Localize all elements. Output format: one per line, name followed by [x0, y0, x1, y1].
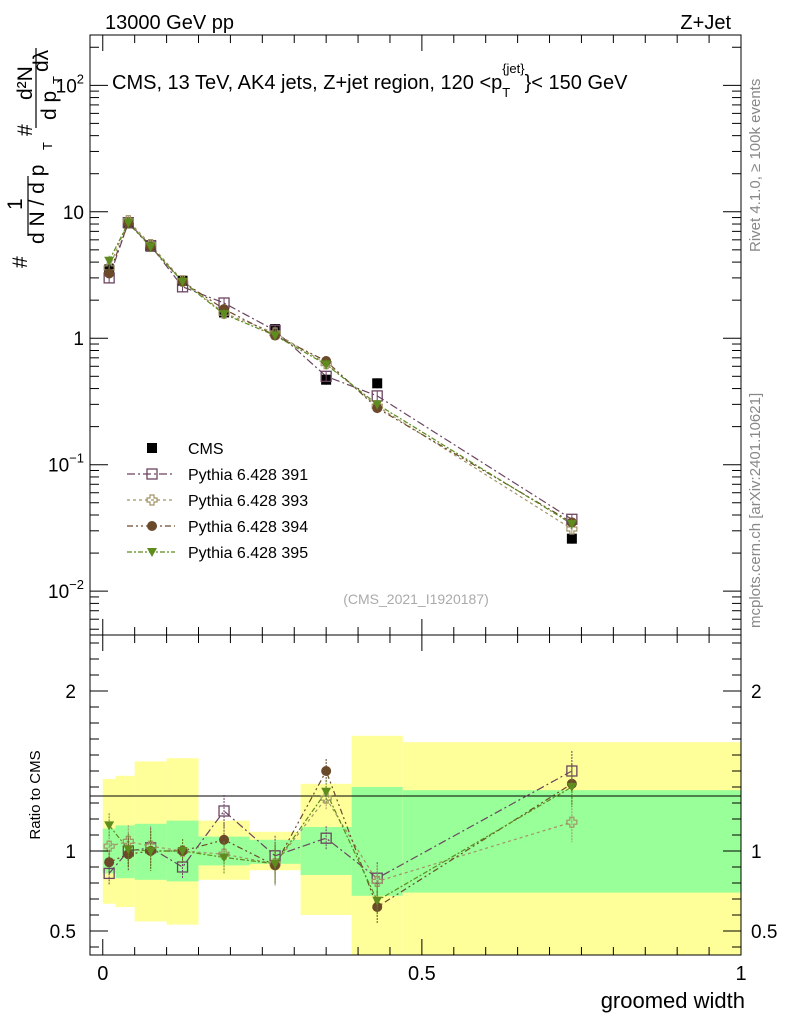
top-y-tick-label-1: 10−1	[48, 451, 84, 477]
ratio-point-pythia-6-428-395-1	[123, 845, 134, 855]
legend-marker-pythia-6-428-391	[146, 468, 158, 480]
top-point-pythia-6-428-395-3	[177, 277, 188, 287]
ratio-point-pythia-6-428-395-8	[566, 783, 577, 792]
legend-marker-pythia-6-428-395	[147, 548, 157, 557]
legend-label-cms: CMS	[188, 441, 224, 458]
svg-text:d p: d p	[38, 91, 61, 120]
top-line-pythia-6-428-394	[108, 222, 573, 523]
x-tick-label-1: 0.5	[408, 963, 436, 985]
top-y-tick-label-4: 102	[56, 71, 84, 97]
ratio-point-pythia-6-428-395-6	[321, 787, 332, 797]
legend-marker-cms	[147, 443, 157, 453]
ratio-inner-band-7	[351, 787, 403, 896]
legend-label-pythia-6-428-393: Pythia 6.428 393	[188, 493, 308, 510]
ratio-point-pythia-6-428-391-4	[218, 805, 230, 817]
legend-label-pythia-6-428-395: Pythia 6.428 395	[188, 545, 308, 562]
ratio-y-tick-label-right-0: 0.5	[751, 922, 777, 943]
ratio-series-markers	[103, 751, 578, 923]
process-label: Z+Jet	[680, 12, 731, 34]
x-tick-label-2: 1	[735, 963, 746, 985]
ratio-line-pythia-6-428-391	[108, 770, 573, 879]
legend: CMS Pythia 6.428 391 Pythia 6.428 393 Pythi…	[127, 441, 308, 562]
top-point-pythia-6-428-394-0	[104, 268, 115, 279]
top-point-pythia-6-428-393-8	[566, 523, 578, 535]
top-line-pythia-6-428-393	[108, 219, 573, 530]
ratio-point-pythia-6-428-393-7	[371, 875, 383, 888]
legend-label-pythia-6-428-394: Pythia 6.428 394	[188, 519, 308, 536]
top-point-cms-7	[372, 378, 383, 389]
legend-label-pythia-6-428-391: Pythia 6.428 391	[188, 467, 308, 484]
legend-marker-pythia-6-428-393	[146, 494, 158, 506]
ratio-panel-ticks: 0.5 0.51 12 20 0.5 1	[50, 635, 777, 985]
x-tick-label-0: 0	[97, 963, 108, 985]
svg-text:d²N: d²N	[14, 66, 37, 100]
rivet-version-label: Rivet 4.1.0, ≥ 100k events	[747, 79, 764, 252]
svg-text:d N / d p: d N / d p	[26, 165, 49, 244]
svg-text:#: #	[9, 256, 32, 268]
ratio-point-pythia-6-428-393-8	[566, 816, 578, 828]
ratio-point-pythia-6-428-395-5	[270, 859, 281, 869]
ratio-point-pythia-6-428-394-6	[321, 766, 332, 776]
ratio-panel-frame	[89, 634, 742, 956]
top-point-pythia-6-428-395-8	[566, 519, 577, 529]
mcplots-label: mcplots.cern.ch [arXiv:2401.10621]	[747, 393, 764, 628]
ratio-y-tick-label-left-0: 0.5	[50, 922, 76, 943]
ratio-point-pythia-6-428-393-0	[103, 840, 115, 852]
ratio-y-tick-label-right-1: 1	[751, 842, 762, 863]
top-y-tick-label-0: 10−2	[48, 577, 84, 603]
top-point-cms-8	[566, 533, 577, 544]
ratio-y-axis-label: Ratio to CMS	[27, 750, 44, 839]
ratio-point-pythia-6-428-395-4	[219, 853, 230, 863]
top-y-axis-label: # 1 d N / d p T # d²N d p T dλ	[4, 48, 65, 268]
top-panel-ticks: 10−2 10−1 1 10 102	[48, 35, 742, 635]
ratio-point-pythia-6-428-393-6	[320, 792, 332, 804]
top-line-pythia-6-428-391	[108, 221, 573, 520]
ratio-point-pythia-6-428-391-6	[320, 832, 332, 844]
top-series-lines	[108, 219, 573, 530]
top-y-tick-label-2: 1	[73, 329, 84, 350]
ratio-point-pythia-6-428-393-4	[218, 848, 230, 860]
top-point-pythia-6-428-395-0	[104, 256, 115, 266]
svg-text:1: 1	[4, 198, 27, 210]
ratio-point-pythia-6-428-395-7	[372, 896, 383, 906]
ratio-y-tick-label-right-2: 2	[751, 682, 762, 703]
x-axis-label: groomed width	[601, 988, 745, 1013]
top-point-pythia-6-428-395-7	[372, 400, 383, 410]
top-point-pythia-6-428-395-6	[321, 360, 332, 370]
analysis-watermark: (CMS_2021_I1920187)	[343, 591, 489, 607]
ratio-point-pythia-6-428-394-4	[219, 834, 230, 845]
ratio-point-pythia-6-428-395-3	[177, 847, 188, 856]
top-point-pythia-6-428-395-2	[145, 242, 156, 252]
top-y-tick-label-3: 10	[63, 203, 84, 224]
svg-text:T: T	[50, 76, 65, 84]
ratio-inner-band-6	[300, 827, 352, 875]
ratio-point-pythia-6-428-395-2	[145, 847, 156, 856]
top-series-markers	[103, 215, 578, 544]
top-line-pythia-6-428-395	[108, 221, 573, 525]
top-point-pythia-6-428-395-5	[270, 331, 281, 341]
ratio-y-tick-label-left-2: 2	[65, 682, 76, 703]
svg-text:T: T	[40, 142, 55, 150]
ratio-y-tick-label-left-1: 1	[65, 842, 76, 863]
top-point-pythia-6-428-395-1	[123, 218, 134, 228]
svg-text:#: #	[14, 124, 37, 136]
ratio-point-pythia-6-428-394-0	[104, 857, 115, 868]
svg-text:dλ: dλ	[30, 49, 53, 72]
ratio-point-pythia-6-428-395-0	[104, 821, 115, 831]
energy-label: 13000 GeV pp	[105, 12, 234, 34]
top-point-pythia-6-428-391-6	[320, 370, 332, 382]
legend-marker-pythia-6-428-394	[147, 521, 157, 531]
top-point-pythia-6-428-395-4	[219, 310, 230, 320]
chart-title: CMS, 13 TeV, AK4 jets, Z+jet region, 120…	[112, 61, 628, 100]
